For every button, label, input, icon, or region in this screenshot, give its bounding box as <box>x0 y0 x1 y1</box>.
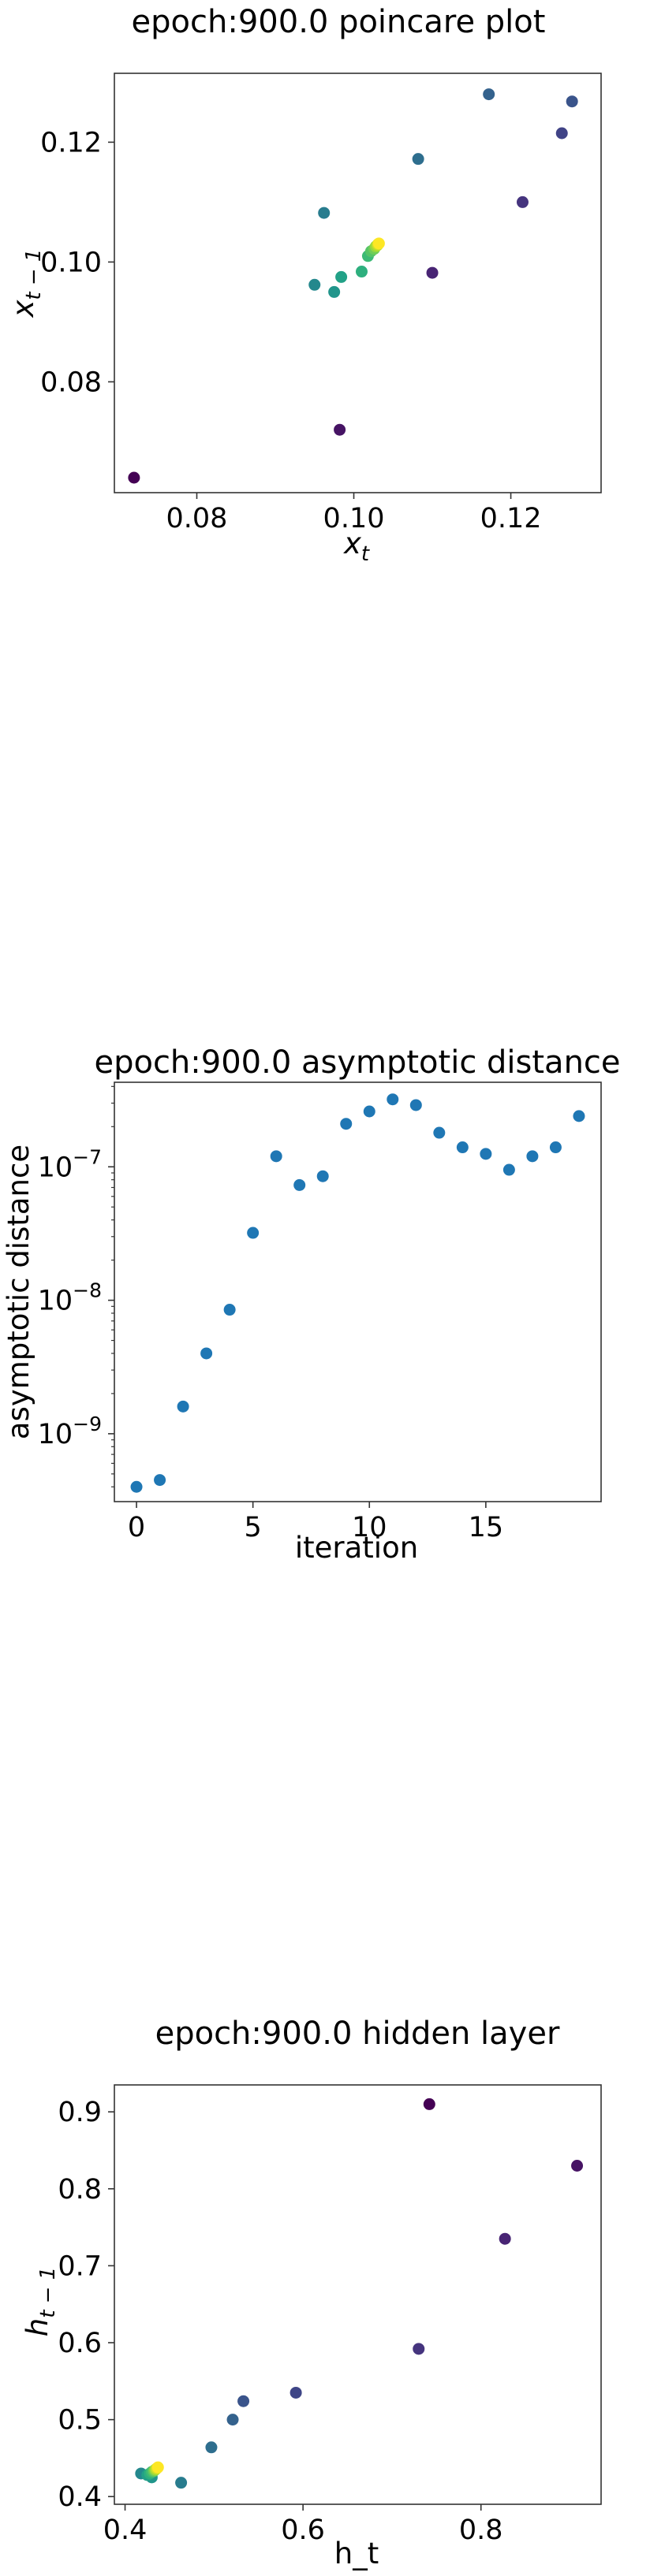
asymptotic-point <box>387 1093 399 1106</box>
hidden-layer-x-tick-label: 0.4 <box>103 2515 148 2546</box>
asymptotic-y-tick-label: 10−9 <box>38 1413 102 1450</box>
poincare-point <box>426 266 439 279</box>
hidden-layer-point <box>237 2395 250 2407</box>
poincare-point <box>372 237 385 250</box>
asymptotic-point <box>340 1118 353 1130</box>
asymptotic-point <box>526 1150 539 1163</box>
hidden-layer-point <box>571 2159 584 2172</box>
asymptotic-point <box>409 1099 422 1111</box>
poincare-point <box>334 423 346 436</box>
hidden-layer-point <box>205 2441 218 2454</box>
asymptotic-point <box>154 1474 166 1487</box>
poincare-point <box>335 270 348 283</box>
hidden-layer-y-tick-label: 0.5 <box>58 2405 102 2436</box>
hidden-layer-panel: epoch:900.0 hidden layer 0.4 0.6 0.8 0.40.… <box>21 2016 602 2570</box>
hidden-layer-y-tick-label: 0.7 <box>58 2250 102 2282</box>
poincare-plot-frame <box>114 73 602 493</box>
poincare-point <box>318 207 331 219</box>
hidden-layer-frame <box>114 2084 602 2505</box>
poincare-plot-panel: epoch:900.0 poincare plot 0.08 0.10 0.12 0… <box>6 4 602 566</box>
poincare-x-tick-label: 0.12 <box>480 503 542 534</box>
hidden-layer-y-tick-label: 0.8 <box>58 2174 102 2206</box>
asymptotic-point <box>177 1400 189 1413</box>
hidden-layer-title: epoch:900.0 hidden layer <box>155 2016 560 2052</box>
asymptotic-x-tick-label: 0 <box>128 1512 145 1543</box>
hidden-layer-x-tick-label: 0.6 <box>281 2515 325 2546</box>
asymptotic-point <box>247 1227 260 1239</box>
poincare-y-ticks: 0.08 0.10 0.12 <box>40 127 114 398</box>
poincare-point <box>483 88 495 101</box>
asymptotic-x-ticks: 0 5 10 15 <box>128 1502 503 1543</box>
hidden-layer-x-ticks: 0.4 0.6 0.8 <box>103 2504 503 2546</box>
asymptotic-x-axis-label: iteration <box>295 1531 418 1565</box>
asymptotic-distance-frame <box>114 1081 602 1502</box>
asymptotic-point <box>573 1110 585 1122</box>
poincare-point <box>555 127 568 140</box>
asymptotic-distance-plot-area <box>130 1093 585 1493</box>
hidden-layer-point <box>175 2477 188 2489</box>
poincare-plot-title: epoch:900.0 poincare plot <box>132 4 546 40</box>
hidden-layer-point <box>290 2386 302 2399</box>
asymptotic-point <box>363 1105 375 1118</box>
poincare-y-tick-label: 0.12 <box>40 127 102 158</box>
poincare-x-tick-label: 0.10 <box>323 503 385 534</box>
hidden-layer-point <box>499 2232 511 2245</box>
asymptotic-point <box>456 1141 469 1154</box>
asymptotic-y-tick-label: 10−7 <box>38 1145 102 1183</box>
asymptotic-point <box>433 1126 446 1139</box>
asymptotic-y-axis-label: asymptotic distance <box>2 1145 35 1439</box>
poincare-plot-area <box>128 88 578 484</box>
poincare-x-tick-label: 0.08 <box>166 503 228 534</box>
hidden-layer-y-ticks: 0.4 0.5 0.6 0.7 0.8 0.9 <box>58 2097 114 2513</box>
hidden-layer-point <box>151 2461 164 2474</box>
asymptotic-point <box>200 1347 213 1360</box>
poincare-point <box>328 285 341 298</box>
asymptotic-y-ticks: 10−9 10−8 10−7 <box>38 1085 114 1487</box>
asymptotic-distance-title: epoch:900.0 asymptotic distance <box>94 1044 620 1081</box>
hidden-layer-x-axis-label: h_t <box>334 2537 379 2570</box>
poincare-point <box>355 266 368 278</box>
asymptotic-point <box>270 1150 282 1163</box>
hidden-layer-point <box>226 2414 239 2426</box>
asymptotic-point <box>130 1480 143 1493</box>
poincare-point <box>412 153 424 166</box>
hidden-layer-y-tick-label: 0.9 <box>58 2097 102 2128</box>
asymptotic-point <box>223 1304 236 1316</box>
poincare-y-tick-label: 0.08 <box>40 367 102 398</box>
poincare-point <box>566 95 578 108</box>
asymptotic-y-tick-label: 10−8 <box>38 1279 102 1317</box>
asymptotic-point <box>293 1178 306 1191</box>
hidden-layer-point <box>413 2343 425 2355</box>
asymptotic-distance-panel: epoch:900.0 asymptotic distance 0 5 10 15 1… <box>2 1044 621 1565</box>
poincare-y-tick-label: 0.10 <box>40 247 102 278</box>
hidden-layer-point <box>423 2098 435 2110</box>
asymptotic-point <box>502 1163 515 1176</box>
asymptotic-point <box>549 1141 562 1154</box>
hidden-layer-y-tick-label: 0.4 <box>58 2481 102 2513</box>
hidden-layer-x-tick-label: 0.8 <box>459 2515 503 2546</box>
asymptotic-point <box>480 1148 492 1160</box>
poincare-point <box>308 278 321 291</box>
asymptotic-x-tick-label: 5 <box>245 1512 262 1543</box>
poincare-x-ticks: 0.08 0.10 0.12 <box>166 493 542 534</box>
poincare-point <box>128 471 140 484</box>
hidden-layer-y-tick-label: 0.6 <box>58 2328 102 2359</box>
asymptotic-x-tick-label: 15 <box>469 1512 504 1543</box>
poincare-point <box>516 195 529 208</box>
asymptotic-point <box>316 1170 329 1182</box>
hidden-layer-plot-area <box>135 2098 584 2489</box>
asymptotic-x-tick-label: 10 <box>352 1512 387 1543</box>
